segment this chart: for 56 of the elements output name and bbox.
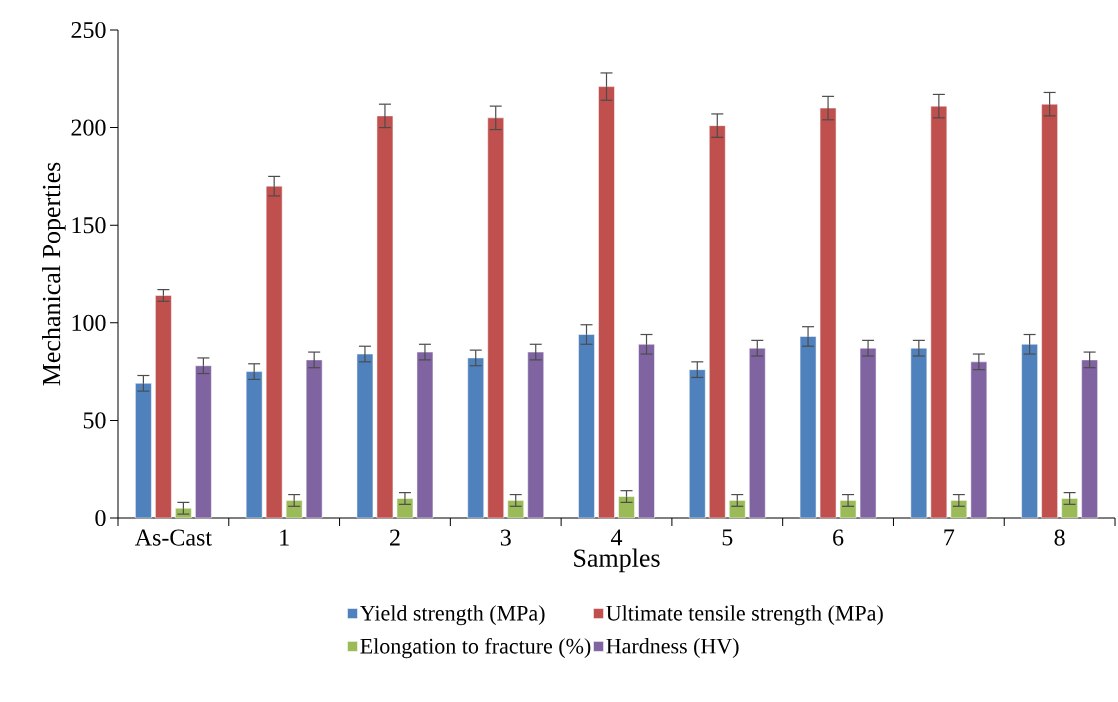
bar	[709, 125, 726, 519]
bar	[970, 361, 988, 519]
bar	[155, 295, 172, 519]
bar	[527, 351, 544, 519]
bar	[598, 86, 615, 519]
y-tick-label: 200	[71, 119, 106, 136]
x-tick-label: 7	[944, 529, 955, 546]
bar	[910, 347, 928, 519]
x-tick-label: 5	[722, 529, 733, 546]
x-tick-label: As-Cast	[134, 529, 212, 546]
bar	[265, 185, 283, 519]
x-tick-label: 2	[390, 529, 400, 546]
bar	[1081, 359, 1098, 519]
x-tick-label: 3	[500, 529, 511, 546]
y-tick-label: 150	[72, 217, 106, 234]
bar	[285, 500, 303, 519]
bar	[467, 357, 484, 519]
bar	[950, 500, 968, 519]
x-tick-label: 8	[1054, 529, 1065, 546]
x-axis-title: Samples	[574, 548, 660, 573]
bar	[1061, 498, 1078, 519]
bar	[749, 347, 766, 519]
legend-label: Elongation to fracture (%)	[360, 637, 591, 659]
x-tick-label: 4	[610, 529, 623, 546]
legend-label: Yield strength (MPa)	[360, 605, 545, 626]
bar	[859, 347, 877, 519]
bar	[195, 365, 212, 519]
bar	[618, 496, 635, 519]
x-tick-label: 1	[280, 529, 289, 546]
bar	[487, 117, 504, 519]
bar	[638, 344, 655, 519]
y-axis-title: Mechanical Poperties	[42, 162, 66, 386]
y-tick-label: 100	[72, 314, 106, 331]
y-tick-label: 0	[95, 509, 106, 527]
bar	[839, 500, 857, 519]
bar	[1021, 344, 1038, 519]
bar	[356, 353, 374, 519]
legend-label: Hardness (HV)	[606, 638, 739, 658]
bar	[305, 359, 323, 519]
x-tick-label: 6	[833, 529, 844, 546]
bar	[1041, 103, 1058, 519]
bar	[245, 371, 263, 519]
y-tick-label: 250	[71, 21, 106, 39]
bar	[578, 334, 595, 519]
bar	[507, 500, 524, 519]
y-tick-label: 50	[83, 412, 106, 429]
bar	[729, 500, 746, 519]
bar	[135, 383, 152, 519]
bar	[376, 115, 394, 519]
bar	[416, 351, 434, 519]
bar	[396, 498, 414, 519]
legend-label: Ultimate tensile strength (MPa)	[606, 605, 883, 626]
bar	[689, 369, 706, 519]
bar	[819, 107, 837, 519]
bar	[799, 336, 817, 519]
bar	[930, 105, 948, 519]
